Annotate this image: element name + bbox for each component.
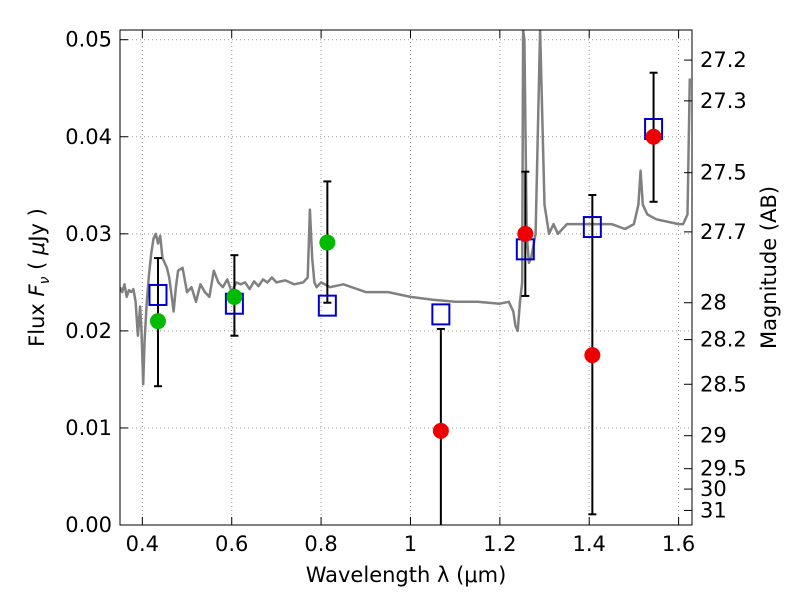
observed-point-red — [432, 422, 449, 439]
x-tick-label: 1.2 — [483, 532, 516, 556]
observed-point-green — [226, 288, 243, 305]
y-axis-label: Flux Fν ( μJy ) — [25, 208, 53, 347]
observed-point-red — [517, 225, 534, 242]
mag-tick-label: 28.5 — [700, 372, 747, 396]
y-tick-label: 0.00 — [65, 513, 112, 537]
observed-point-red — [584, 347, 601, 364]
x-tick-label: 1 — [404, 532, 417, 556]
mag-tick-label: 27.5 — [700, 161, 747, 185]
observed-point-red — [645, 128, 662, 145]
mag-tick-label: 31 — [700, 498, 727, 522]
y-tick-label: 0.02 — [65, 319, 112, 343]
model-photometry-square — [582, 216, 602, 239]
model-photometry-square — [317, 294, 337, 317]
x-axis-label: Wavelength λ (μm) — [306, 563, 507, 587]
mag-tick-label: 28.2 — [700, 328, 747, 352]
x-tick-label: 1.4 — [573, 532, 606, 556]
mag-tick-label: 29 — [700, 424, 727, 448]
y-tick-label: 0.05 — [65, 28, 112, 52]
model-spectrum-layer — [120, 30, 692, 386]
x-tick-label: 0.6 — [215, 532, 248, 556]
observed-point-green — [149, 313, 166, 330]
y-axis-ticks: 0.00 0.01 0.02 0.03 0.04 0.05 — [65, 28, 128, 537]
plot-frame — [119, 29, 693, 526]
x-axis-ticks: 0.4 0.6 0.8 1 1.2 1.4 1.6 — [126, 30, 695, 556]
y-label-unit: Jy ) — [25, 208, 49, 244]
x-tick-label: 0.8 — [304, 532, 337, 556]
y-label-sub: ν — [37, 276, 53, 284]
model-photometry-square — [148, 283, 168, 306]
magnitude-axis-label: Magnitude (AB) — [757, 186, 781, 349]
mag-tick-label: 28 — [700, 291, 727, 315]
mag-tick-label: 30 — [700, 477, 727, 501]
y-tick-label: 0.04 — [65, 125, 112, 149]
model-spectrum-line — [120, 30, 692, 386]
observed-point-green — [319, 234, 336, 251]
y-label-mu: μ — [25, 242, 49, 256]
y-tick-label: 0.03 — [65, 222, 112, 246]
mag-tick-label: 27.7 — [700, 220, 747, 244]
y-label-var: F — [25, 284, 49, 297]
grid-lines — [120, 30, 692, 525]
mag-tick-label: 27.2 — [700, 48, 747, 72]
model-photometry-square — [431, 303, 451, 326]
x-tick-label: 0.4 — [126, 532, 159, 556]
mag-tick-label: 29.5 — [700, 457, 747, 481]
y-label-pre: Flux — [25, 297, 49, 347]
y-label-paren: ( — [25, 255, 49, 277]
mag-tick-label: 27.3 — [700, 89, 747, 113]
y-tick-label: 0.01 — [65, 416, 112, 440]
data-points-layer — [148, 118, 664, 439]
x-tick-label: 1.6 — [662, 532, 695, 556]
